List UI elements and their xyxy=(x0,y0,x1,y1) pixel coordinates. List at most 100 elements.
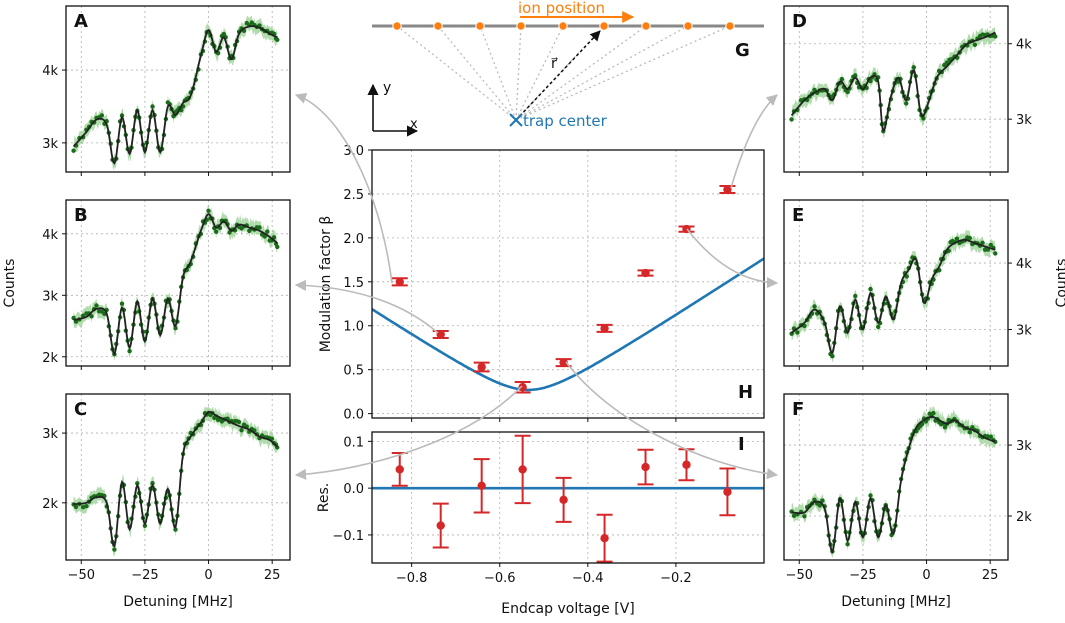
data-point-d-56 xyxy=(904,101,909,106)
y-axis-label-h: Modulation factor β xyxy=(318,216,334,353)
plot-area-c xyxy=(71,406,280,557)
data-point-b-68 xyxy=(214,229,219,234)
y-tick-label-h-5: 2.5 xyxy=(343,188,364,203)
data-point-i-0 xyxy=(395,465,404,474)
ion-1 xyxy=(392,21,402,31)
y-tick-label-h-2: 1.0 xyxy=(343,320,364,335)
ion-ray-9 xyxy=(515,25,731,121)
data-point-b-48 xyxy=(173,326,178,331)
panel-label-e: E xyxy=(792,205,804,226)
data-point-b-96 xyxy=(275,244,280,250)
data-point-f-10 xyxy=(817,503,822,508)
y-tick-label-d-0: 3k xyxy=(1016,113,1032,128)
fit-curve-h xyxy=(372,257,764,392)
data-point-e-16 xyxy=(830,354,835,359)
uncertainty-band-a xyxy=(73,15,278,171)
axes-frame-c xyxy=(65,393,291,561)
data-point-c-32 xyxy=(142,523,148,528)
ion-chain-diagram: ion position r⃗ trap center y x G xyxy=(367,0,764,137)
charts: 0.0 0.5 1.0 1.5 2.0 2.5 3.0 H Modulation factor … xyxy=(2,5,1065,617)
data-point-b-24 xyxy=(127,348,132,354)
y-tick-label-h-1: 0.5 xyxy=(343,364,364,379)
y-tick-label-i-2: 0.1 xyxy=(343,435,364,450)
fit-curve-c xyxy=(73,410,278,548)
ion-ray-3 xyxy=(479,25,517,121)
data-point-c-48 xyxy=(173,527,178,532)
data-point-c-81 xyxy=(239,428,244,433)
data-point-f-94 xyxy=(988,434,993,439)
x-tick-label-c-2: 0 xyxy=(204,568,212,583)
ion-7 xyxy=(641,21,651,31)
connector-c xyxy=(294,385,523,480)
data-point-d-87 xyxy=(972,42,978,47)
data-point-e-8 xyxy=(812,304,817,309)
uncertainty-band-f xyxy=(791,406,996,559)
data-point-b-91 xyxy=(265,229,270,234)
plot-area-b xyxy=(71,204,280,361)
panel-label-b: B xyxy=(74,205,88,226)
ion-position-label: ion position xyxy=(518,0,605,17)
plot-area-h xyxy=(372,185,764,394)
x-tick-label-f-3: 25 xyxy=(982,568,999,583)
data-point-i-5 xyxy=(600,534,609,543)
ion-ray-2 xyxy=(437,25,517,121)
ion-6 xyxy=(599,21,609,31)
connector-d xyxy=(730,94,778,189)
data-point-b-20 xyxy=(119,301,125,306)
data-point-d-0 xyxy=(789,117,794,122)
connector-f xyxy=(565,361,779,480)
x-tick-label-i-1: −0.6 xyxy=(484,571,516,586)
data-point-d-21 xyxy=(839,76,845,82)
data-point-i-1 xyxy=(436,521,445,530)
y-tick-label-h-3: 1.5 xyxy=(343,276,364,291)
y-tick-label-b-2: 4k xyxy=(42,228,58,243)
y-tick-label-f-1: 3k xyxy=(1016,439,1032,454)
data-point-e-96 xyxy=(993,251,998,256)
panel-label-g: G xyxy=(735,40,750,61)
data-point-d-24 xyxy=(845,89,850,95)
data-point-e-55 xyxy=(904,274,909,279)
ion-8 xyxy=(683,21,693,31)
ion-ray-7 xyxy=(515,25,647,121)
axes-frame-i xyxy=(371,431,765,564)
ion-ray-1 xyxy=(396,25,517,121)
data-point-e-36 xyxy=(868,286,873,292)
data-point-b-8 xyxy=(94,303,99,308)
axes-frame-b xyxy=(65,199,291,367)
chart-b: 2k 3k 4k B Counts xyxy=(2,199,291,370)
data-point-f-24 xyxy=(845,542,850,547)
y-tick-label-b-0: 2k xyxy=(42,351,58,366)
plot-area-d xyxy=(789,27,998,138)
data-point-f-86 xyxy=(967,430,972,435)
ion-ray-4 xyxy=(515,25,522,121)
y-tick-label-a-0: 3k xyxy=(42,137,58,152)
data-point-h-6 xyxy=(641,268,650,278)
fit-curve-a xyxy=(72,25,278,165)
plot-area-i xyxy=(372,434,764,563)
data-point-f-4 xyxy=(802,514,807,519)
y-tick-label-i-1: 0.0 xyxy=(343,482,364,497)
data-point-c-28 xyxy=(135,481,140,486)
chart-c: −50 −25 0 25 2k 3k C Detuning [MHz] xyxy=(42,393,291,610)
plot-area-e xyxy=(789,229,998,363)
y-tick-label-c-1: 3k xyxy=(42,427,58,442)
ion-ray-5 xyxy=(515,25,564,121)
fit-curve-d xyxy=(790,31,996,132)
data-point-f-1 xyxy=(791,513,797,518)
data-point-d-28 xyxy=(853,73,858,78)
x-axis-label-f: Detuning [MHz] xyxy=(841,594,951,610)
data-point-e-81 xyxy=(954,236,960,241)
y-tick-label-h-0: 0.0 xyxy=(343,408,364,423)
position-vector-label: r⃗ xyxy=(551,56,558,72)
position-vector-arrow xyxy=(515,30,601,121)
connector-b xyxy=(294,279,439,334)
y-axis-label-b: Counts xyxy=(2,259,18,308)
trap-center-label: trap center xyxy=(523,112,608,130)
data-point-f-11 xyxy=(820,498,825,503)
data-point-d-60 xyxy=(911,65,916,70)
data-point-i-4 xyxy=(559,495,568,505)
data-point-e-28 xyxy=(853,293,858,299)
chart-a: 3k 4k A xyxy=(42,5,291,176)
data-point-c-4 xyxy=(84,504,89,509)
data-point-e-86 xyxy=(967,235,972,241)
